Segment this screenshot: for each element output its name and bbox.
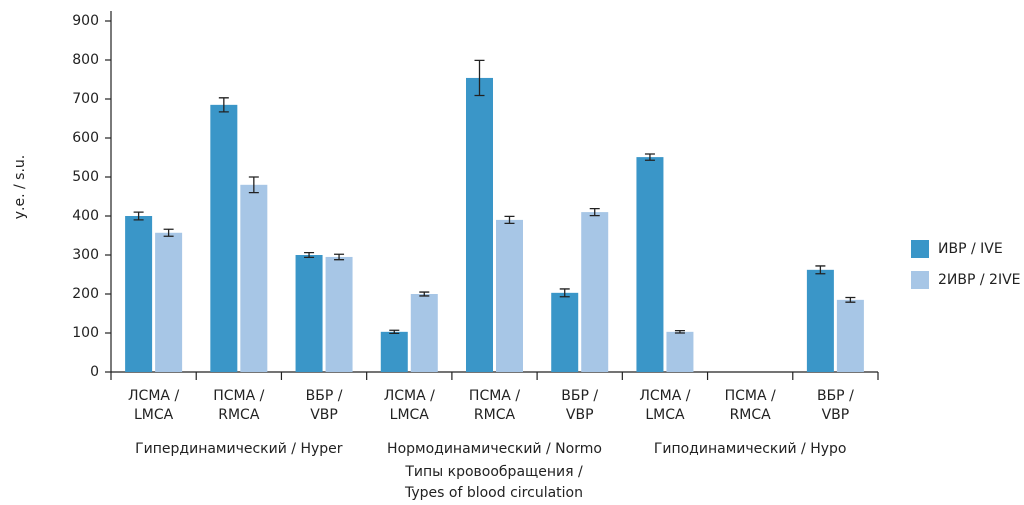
legend-swatch [911, 271, 929, 289]
error-bar [644, 153, 655, 161]
bar [836, 299, 864, 372]
error-bar [334, 253, 345, 261]
x-tick-label: VBP [310, 407, 338, 423]
group-label: Гипердинамический / Hyper [135, 441, 343, 457]
error-bar [474, 59, 485, 97]
x-tick-label: ПСМА / [469, 388, 520, 404]
bar [636, 157, 664, 372]
x-tick-label: ВБР / [561, 388, 598, 404]
error-bar [419, 291, 430, 297]
error-bar [304, 252, 315, 258]
group-label: Нормодинамический / Normo [387, 441, 602, 457]
error-bar [815, 265, 826, 275]
bar [496, 219, 523, 372]
bar [806, 269, 834, 372]
error-bar [559, 288, 570, 298]
error-bar [389, 329, 400, 335]
y-tick-label: 700 [72, 91, 99, 107]
error-bar [589, 207, 600, 217]
bar [581, 212, 609, 372]
legend-swatch [911, 240, 929, 258]
bar [380, 331, 408, 372]
error-bar [674, 330, 685, 334]
x-tick-label: ЛСМА / [639, 388, 690, 404]
legend-label: 2ИВР / 2IVE [938, 272, 1021, 288]
bar [466, 77, 493, 372]
bar [551, 292, 579, 372]
x-axis-title: Типы кровообращения / [404, 464, 583, 480]
y-axis-title: у.е. / s.u. [12, 155, 28, 219]
y-tick-label: 400 [72, 208, 99, 224]
error-bar [133, 211, 144, 221]
x-tick-label: RMCA [730, 407, 772, 423]
error-bar [504, 215, 515, 225]
y-tick-label: 800 [72, 52, 99, 68]
error-bar [163, 228, 174, 237]
y-tick-label: 0 [90, 364, 99, 380]
error-bar [845, 296, 856, 303]
x-tick-label: VBP [822, 407, 850, 423]
x-tick-label: RMCA [218, 407, 260, 423]
error-bar [218, 97, 229, 113]
bar [210, 104, 238, 372]
bar [295, 255, 323, 372]
bar [666, 331, 694, 372]
x-axis-title: Types of blood circulation [404, 485, 583, 501]
y-tick-label: 600 [72, 130, 99, 146]
x-tick-label: ВБР / [817, 388, 854, 404]
y-tick-label: 900 [72, 13, 99, 29]
x-tick-label: ЛСМА / [128, 388, 179, 404]
bar [125, 216, 153, 372]
group-label: Гиподинамический / Hypo [654, 441, 847, 457]
x-tick-label: RMCA [474, 407, 516, 423]
bar [325, 256, 353, 372]
legend-label: ИВР / IVE [938, 241, 1003, 257]
x-tick-label: LMCA [645, 407, 685, 423]
x-tick-label: VBP [566, 407, 594, 423]
x-tick-label: ПСМА / [725, 388, 776, 404]
x-tick-label: LMCA [390, 407, 430, 423]
x-tick-label: LMCA [134, 407, 174, 423]
x-tick-label: ВБР / [306, 388, 343, 404]
error-bar [248, 176, 259, 194]
x-tick-label: ЛСМА / [384, 388, 435, 404]
y-tick-label: 200 [72, 286, 99, 302]
y-tick-label: 100 [72, 325, 99, 341]
bar [410, 294, 438, 372]
bar [240, 184, 268, 372]
y-tick-label: 500 [72, 169, 99, 185]
y-tick-label: 300 [72, 247, 99, 263]
x-tick-label: ПСМА / [213, 388, 264, 404]
bar [155, 232, 183, 372]
